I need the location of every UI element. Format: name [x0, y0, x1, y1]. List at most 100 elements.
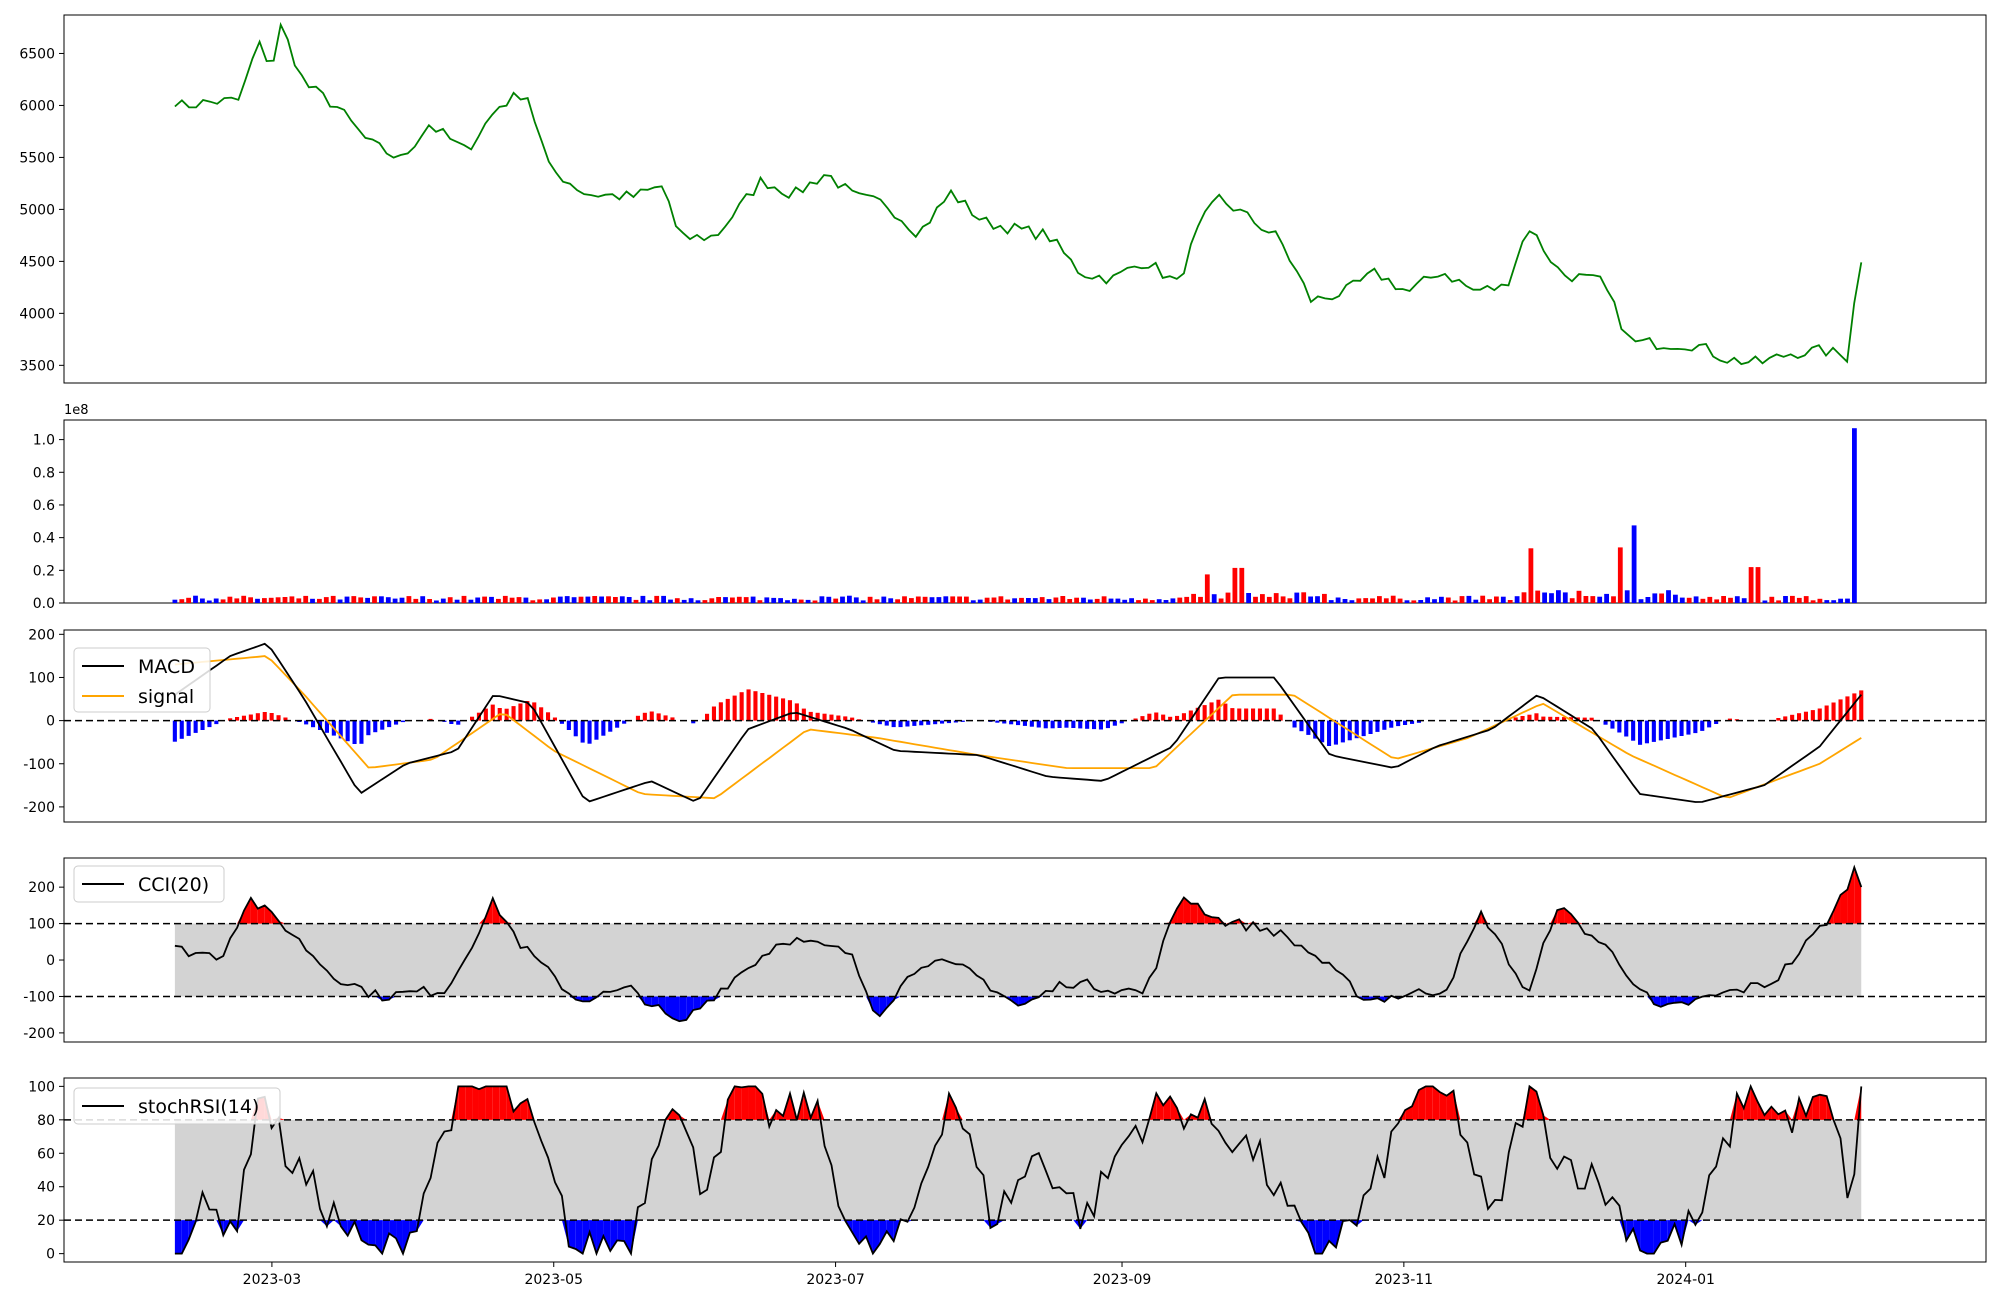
macd-histogram-bar: [1693, 720, 1698, 734]
macd-histogram-bar: [746, 689, 751, 721]
overbought-fill: [1170, 1096, 1178, 1120]
volume-bar: [736, 596, 742, 603]
overbought-fill: [734, 1086, 742, 1120]
macd-histogram-bar: [1264, 708, 1269, 721]
macd-histogram-bar: [1403, 720, 1408, 725]
volume-bar: [668, 599, 673, 603]
overbought-fill: [1163, 1096, 1171, 1120]
volume-bar: [1673, 594, 1678, 603]
macd-histogram-bar: [622, 720, 627, 724]
macd-histogram-bar: [580, 720, 585, 743]
volume-bar: [1796, 597, 1802, 603]
macd-histogram-bar: [836, 715, 841, 721]
y-tick-label: 0: [46, 953, 55, 969]
volume-bar: [1528, 548, 1534, 603]
overbought-fill: [1736, 1093, 1744, 1120]
oversold-fill: [216, 1220, 224, 1236]
oversold-fill: [1315, 1220, 1323, 1254]
volume-bar: [1225, 592, 1231, 603]
macd-histogram-bar: [241, 715, 246, 721]
macd-histogram-bar: [1416, 720, 1421, 723]
volume-bar: [599, 596, 604, 603]
volume-bar: [785, 600, 790, 603]
macd-histogram-bar: [705, 713, 710, 721]
volume-bar: [881, 596, 887, 603]
macd-histogram-bar: [428, 718, 433, 721]
volume-bar: [530, 600, 536, 603]
oversold-fill: [879, 1220, 887, 1244]
macd-histogram-bar: [912, 720, 917, 726]
overbought-fill: [1432, 1086, 1440, 1120]
volume-bar: [1728, 597, 1733, 603]
macd-histogram-bar: [891, 720, 896, 728]
macd-histogram-bar: [1368, 720, 1373, 734]
volume-bar: [1783, 596, 1788, 603]
volume-bar: [172, 599, 178, 603]
volume-bar: [220, 599, 226, 603]
volume-bar: [1177, 597, 1183, 603]
volume-bar: [365, 597, 370, 603]
volume-bar: [303, 595, 309, 603]
y-tick-label: 5500: [19, 150, 55, 166]
volume-bar: [1659, 593, 1664, 603]
y-tick-label: 1.0: [33, 433, 55, 449]
overbought-fill: [1771, 1106, 1779, 1120]
macd-histogram-bar: [1216, 699, 1221, 721]
overbought-fill: [1792, 1098, 1800, 1120]
volume-bar: [496, 598, 501, 603]
volume-bar: [1404, 600, 1410, 603]
volume-bar: [1734, 596, 1740, 603]
overbought-fill: [948, 1093, 956, 1120]
macd-histogram-bar: [1320, 720, 1325, 743]
overbought-fill: [1418, 1086, 1426, 1120]
volume-bar: [1012, 598, 1017, 603]
volume-bar: [1060, 596, 1066, 603]
volume-bar: [454, 599, 460, 603]
macd-histogram-bar: [953, 720, 958, 723]
volume-bar: [516, 597, 522, 603]
macd-histogram-bar: [511, 706, 516, 721]
macd-histogram-bar: [1638, 720, 1643, 745]
macd-histogram-bar: [1161, 714, 1166, 721]
volume-bar: [1824, 600, 1830, 603]
macd-histogram-bar: [1838, 699, 1843, 721]
volume-bar: [833, 598, 839, 603]
oversold-fill: [886, 1220, 894, 1242]
volume-bar: [551, 597, 556, 603]
macd-histogram-bar: [1133, 718, 1138, 721]
volume-bar: [1748, 567, 1754, 603]
overbought-fill: [485, 1086, 493, 1120]
macd-histogram-bar: [829, 714, 834, 721]
volume-bar: [929, 597, 935, 603]
volume-exponent-label: 1e8: [64, 403, 89, 418]
oversold-fill: [1660, 1220, 1668, 1243]
volume-bar: [1803, 596, 1809, 603]
volume-bar: [613, 597, 618, 603]
macd-histogram-bar: [1188, 710, 1193, 721]
overbought-fill: [741, 1086, 749, 1120]
volume-bar: [1459, 596, 1465, 603]
volume-bar: [1817, 598, 1823, 603]
macd-histogram-bar: [255, 713, 260, 721]
volume-bar: [1693, 596, 1699, 603]
y-tick-label: 0.4: [33, 531, 55, 547]
volume-bar: [1087, 599, 1093, 603]
volume-bar: [1315, 596, 1320, 603]
volume-bar: [1466, 595, 1472, 603]
volume-bar: [977, 599, 983, 603]
macd-histogram-bar: [172, 720, 177, 742]
volume-bar: [1108, 598, 1114, 603]
oversold-fill: [368, 1220, 376, 1246]
volume-bar: [915, 596, 921, 603]
volume-bar: [1480, 595, 1486, 603]
macd-histogram-bar: [1251, 708, 1256, 721]
macd-histogram-bar: [1009, 720, 1014, 725]
macd-histogram-bar: [235, 717, 240, 721]
volume-bar: [1280, 596, 1286, 603]
volume-bar: [1163, 600, 1169, 603]
volume-bar: [193, 595, 198, 603]
macd-histogram-bar: [1112, 720, 1117, 726]
macd-histogram-bar: [1244, 708, 1249, 721]
legend-label-cci: CCI(20): [138, 874, 209, 896]
macd-histogram-bar: [808, 711, 813, 721]
